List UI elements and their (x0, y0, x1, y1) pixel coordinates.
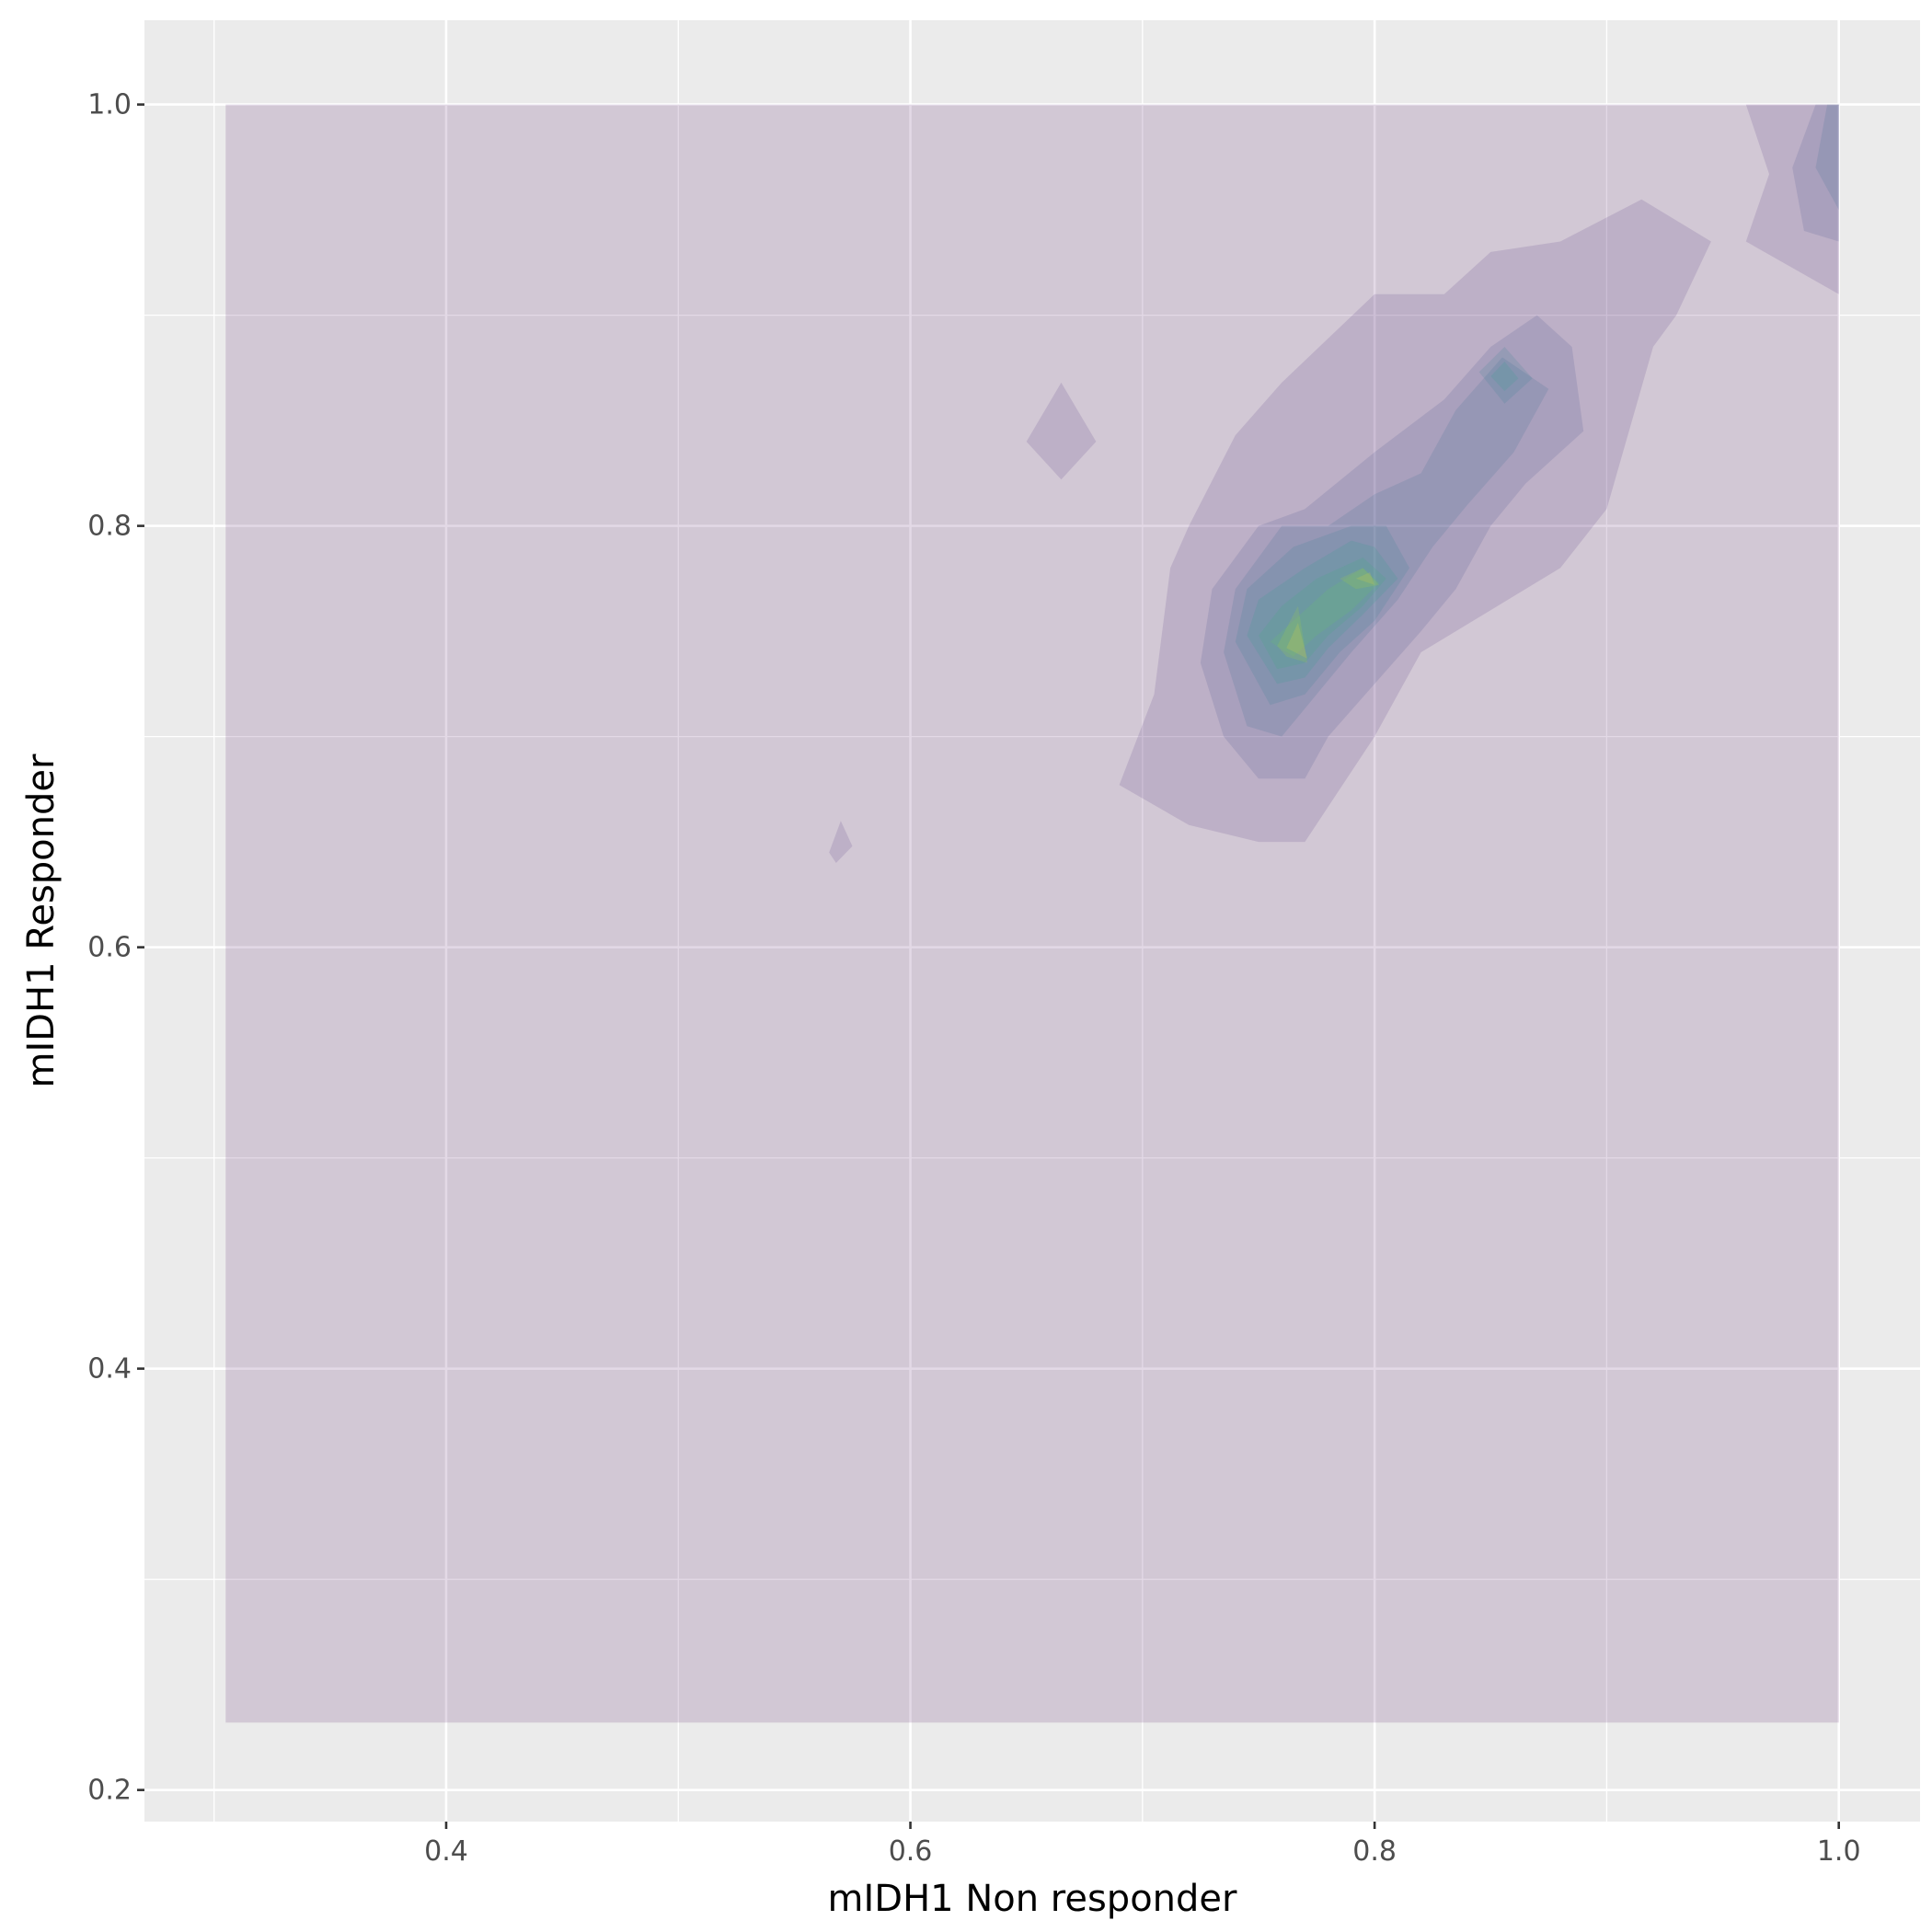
density-band-level-2 (1119, 199, 1711, 843)
y-axis-title: mIDH1 Responder (20, 753, 63, 1087)
minor-gridlines (144, 20, 1920, 1822)
density-band-level-3 (1200, 315, 1584, 779)
x-axis: 0.4 0.6 0.8 1.0 (424, 1822, 1861, 1868)
density-band-level-10 (1286, 623, 1307, 659)
x-tick-label: 0.4 (424, 1835, 468, 1868)
density-band-level-4 (1815, 104, 1839, 211)
density-band-level-5 (1478, 347, 1533, 404)
density-band-level-8 (1270, 568, 1380, 657)
density-band-level-10 (1355, 572, 1375, 585)
major-gridlines (144, 20, 1920, 1822)
y-tick-label: 0.2 (87, 1775, 132, 1807)
y-tick-label: 0.6 (87, 932, 132, 964)
y-tick-label: 0.8 (87, 511, 132, 543)
density-band-level-9 (1277, 605, 1307, 663)
density-band-level-6 (1490, 362, 1519, 392)
y-axis: 0.2 0.4 0.6 0.8 1.0 (87, 89, 144, 1807)
density-band-level-9 (1340, 568, 1380, 590)
density-band-level-4 (1224, 357, 1549, 737)
density-band-level-3 (1792, 104, 1839, 242)
density-band-level-2 (1026, 382, 1097, 480)
x-tick-label: 0.6 (889, 1835, 933, 1868)
density-band-level-2 (829, 821, 853, 863)
x-tick-label: 0.8 (1352, 1835, 1397, 1868)
density-band-level-2 (1745, 104, 1839, 294)
y-tick-label: 1.0 (87, 89, 132, 121)
density-contours (225, 104, 1839, 1723)
density-band-level-6 (1247, 540, 1398, 684)
density-band-level-1 (225, 104, 1839, 1723)
density-band-level-7 (1259, 558, 1386, 670)
x-axis-title: mIDH1 Non responder (828, 1878, 1237, 1920)
x-tick-label: 1.0 (1817, 1835, 1861, 1868)
density-band-level-5 (1235, 525, 1409, 706)
y-tick-label: 0.4 (87, 1353, 132, 1386)
panel-background (144, 20, 1920, 1822)
